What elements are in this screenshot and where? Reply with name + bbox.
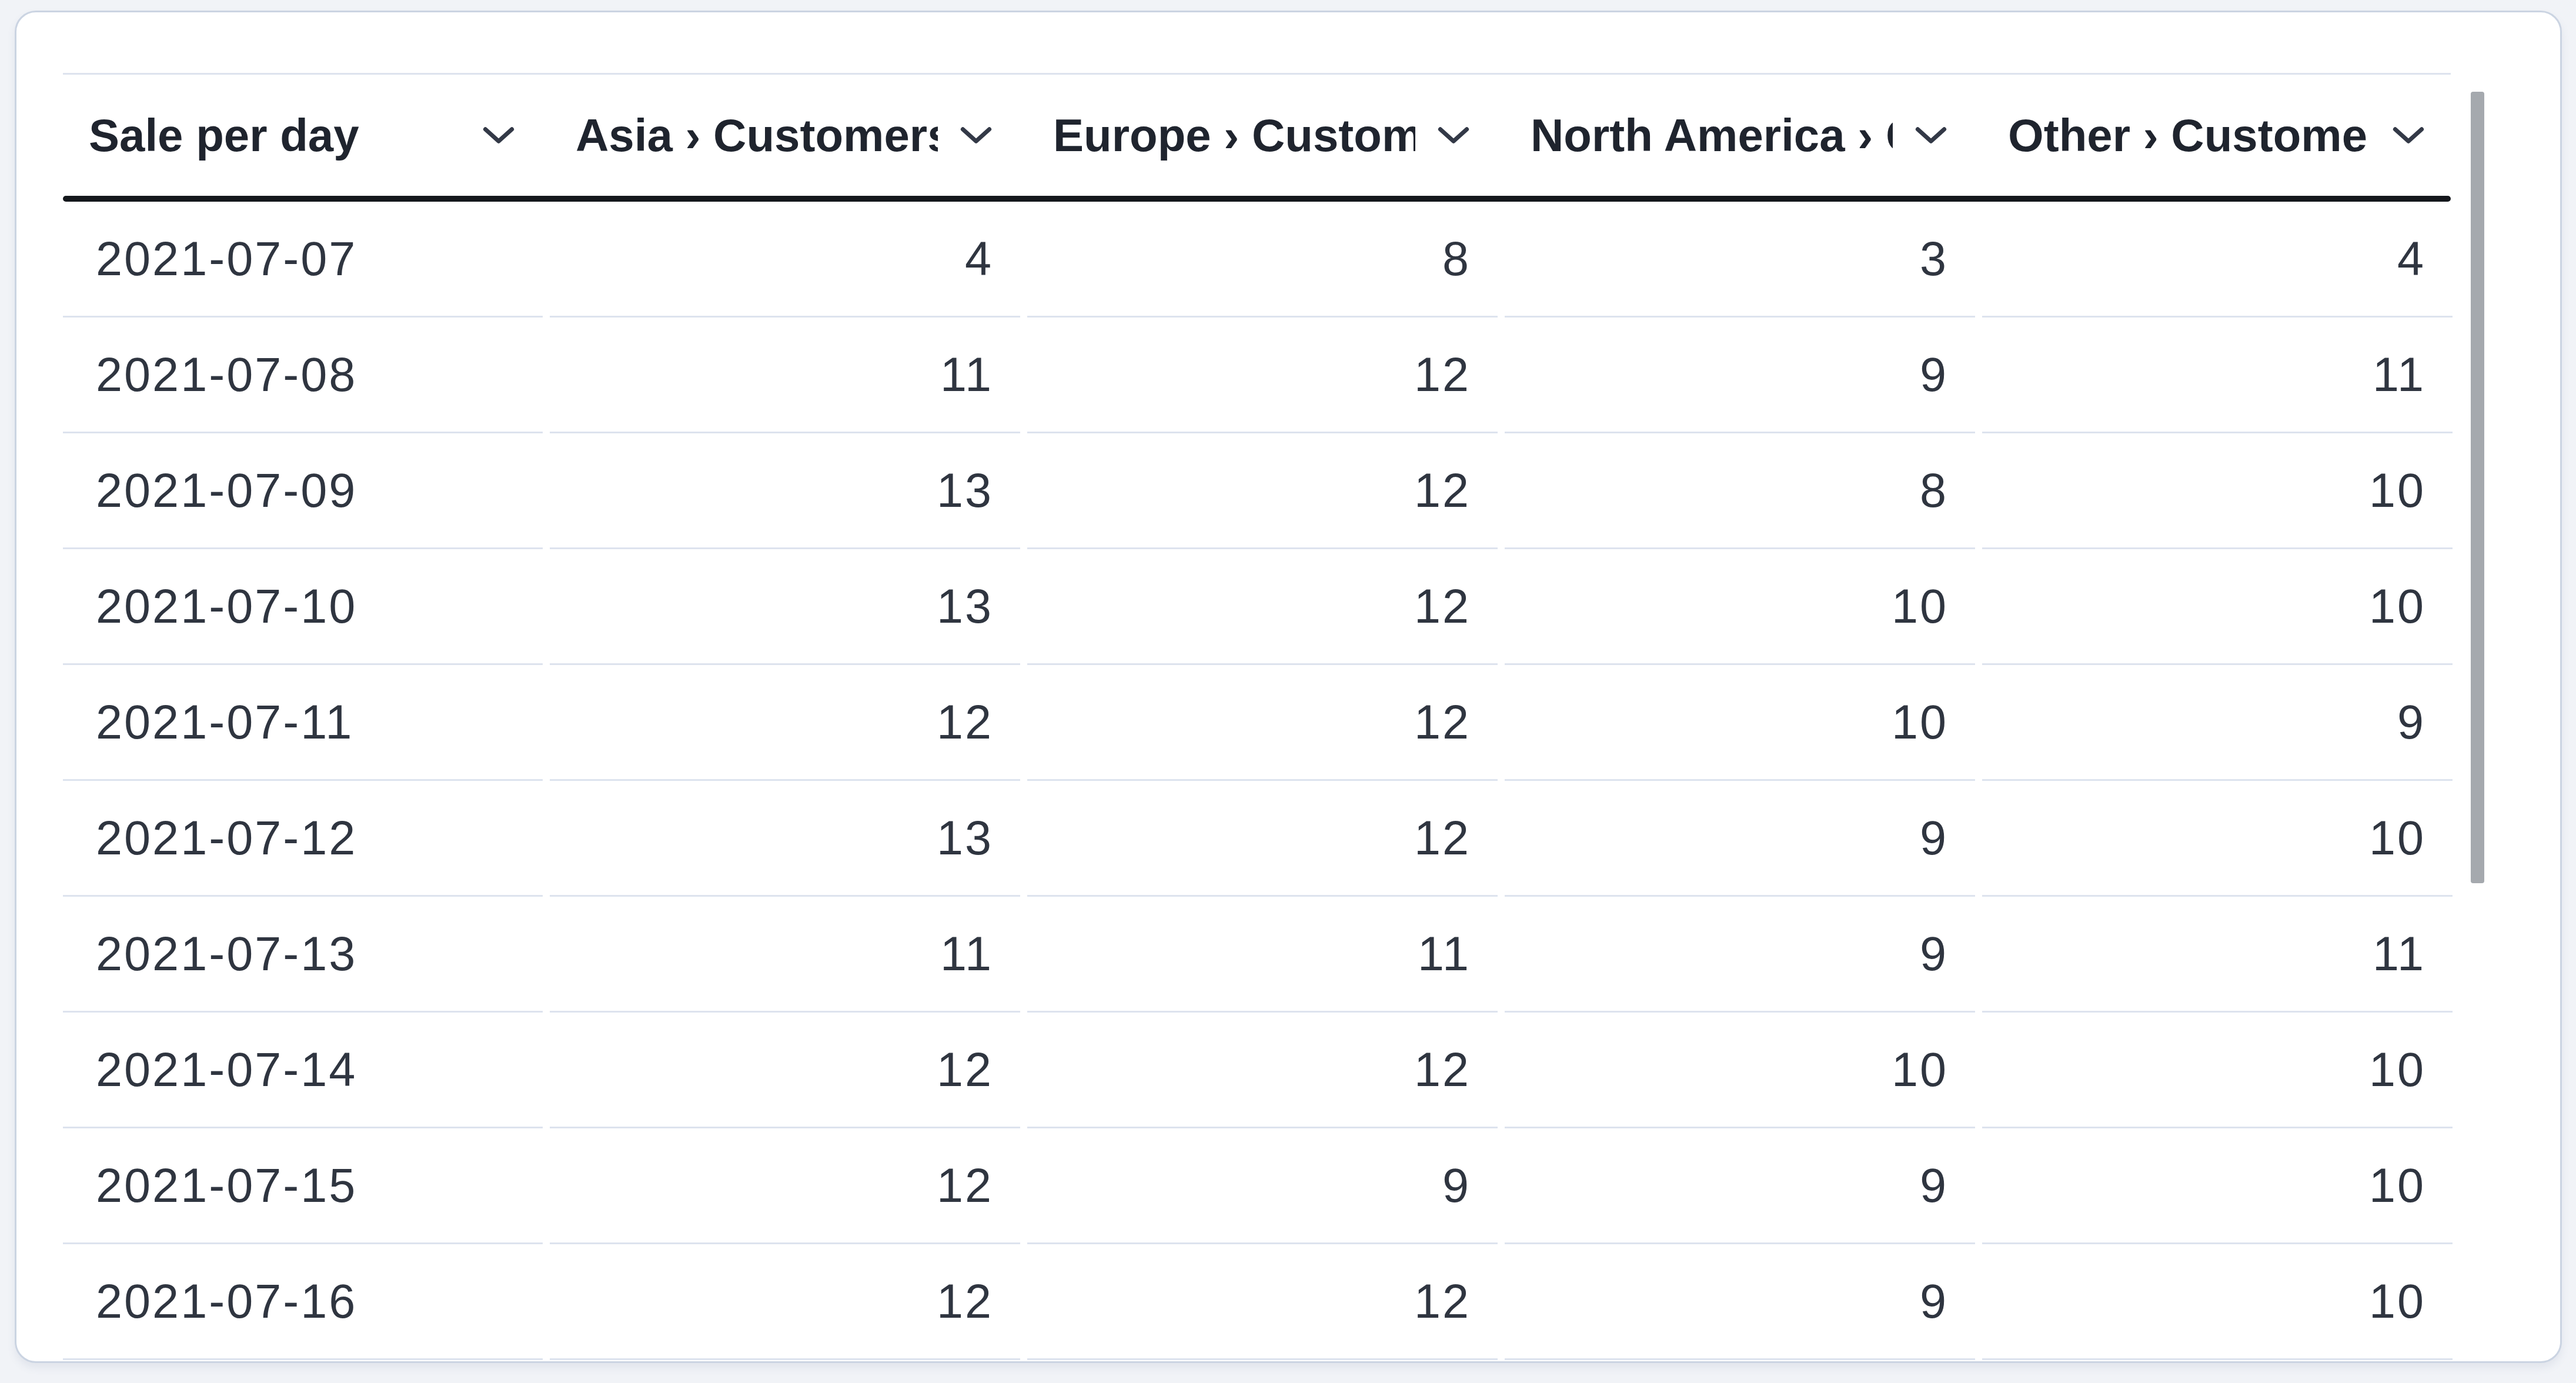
date-cell[interactable]: 2021-07-09 bbox=[63, 433, 543, 549]
value-cell[interactable]: 12 bbox=[1027, 781, 1498, 897]
value-cell[interactable]: 12 bbox=[1027, 433, 1498, 549]
chevron-down-icon[interactable] bbox=[1438, 126, 1469, 145]
column-header-label: Europe › Customers bbox=[1053, 109, 1415, 162]
table-row: 2021-07-131111911 bbox=[63, 897, 2451, 1013]
value-cell[interactable]: 10 bbox=[1982, 549, 2453, 665]
table-row: 2021-07-091312810 bbox=[63, 433, 2451, 549]
table-row: 2021-07-074834 bbox=[63, 202, 2451, 318]
table-row: 2021-07-1412121010 bbox=[63, 1013, 2451, 1128]
value-cell[interactable]: 13 bbox=[550, 781, 1020, 897]
value-cell[interactable]: 12 bbox=[550, 1244, 1020, 1360]
value-cell[interactable]: 9 bbox=[1027, 1128, 1498, 1244]
table-row: 2021-07-1013121010 bbox=[63, 549, 2451, 665]
value-cell[interactable]: 11 bbox=[1982, 318, 2453, 433]
value-cell[interactable]: 12 bbox=[1027, 665, 1498, 781]
value-cell[interactable]: 11 bbox=[550, 897, 1020, 1013]
column-header-label: Other › Customers bbox=[2008, 109, 2370, 162]
date-cell[interactable]: 2021-07-10 bbox=[63, 549, 543, 665]
chevron-down-icon[interactable] bbox=[960, 126, 992, 145]
table-row: 2021-07-111212109 bbox=[63, 665, 2451, 781]
column-header-other-customers[interactable]: Other › Customers bbox=[1982, 75, 2453, 196]
table-row: 2021-07-081112911 bbox=[63, 318, 2451, 433]
column-header-label: Sale per day bbox=[89, 109, 359, 162]
value-cell[interactable]: 10 bbox=[1982, 1244, 2453, 1360]
date-cell[interactable]: 2021-07-14 bbox=[63, 1013, 543, 1128]
table-body: 2021-07-0748342021-07-0811129112021-07-0… bbox=[63, 202, 2451, 1360]
value-cell[interactable]: 9 bbox=[1505, 897, 1975, 1013]
date-cell[interactable]: 2021-07-08 bbox=[63, 318, 543, 433]
date-cell[interactable]: 2021-07-07 bbox=[63, 202, 543, 318]
table-row: 2021-07-121312910 bbox=[63, 781, 2451, 897]
date-cell[interactable]: 2021-07-15 bbox=[63, 1128, 543, 1244]
date-cell[interactable]: 2021-07-12 bbox=[63, 781, 543, 897]
value-cell[interactable]: 10 bbox=[1982, 781, 2453, 897]
column-header-label: Asia › Customers bbox=[576, 109, 938, 162]
value-cell[interactable]: 4 bbox=[550, 202, 1020, 318]
column-header-europe-customers[interactable]: Europe › Customers bbox=[1027, 75, 1498, 196]
column-header-asia-customers[interactable]: Asia › Customers bbox=[550, 75, 1020, 196]
table-card: Sale per day Asia › Customers Europe › C… bbox=[15, 11, 2562, 1363]
value-cell[interactable]: 10 bbox=[1982, 1013, 2453, 1128]
value-cell[interactable]: 12 bbox=[550, 1013, 1020, 1128]
table-row: 2021-07-15129910 bbox=[63, 1128, 2451, 1244]
table-row: 2021-07-161212910 bbox=[63, 1244, 2451, 1360]
header-underline bbox=[63, 196, 2451, 202]
value-cell[interactable]: 12 bbox=[1027, 318, 1498, 433]
column-header-label: North America › Customers bbox=[1531, 109, 1893, 162]
value-cell[interactable]: 12 bbox=[1027, 1013, 1498, 1128]
value-cell[interactable]: 8 bbox=[1027, 202, 1498, 318]
value-cell[interactable]: 11 bbox=[1982, 897, 2453, 1013]
value-cell[interactable]: 10 bbox=[1982, 1128, 2453, 1244]
vertical-scrollbar-thumb[interactable] bbox=[2471, 92, 2484, 883]
chevron-down-icon[interactable] bbox=[483, 126, 514, 145]
chevron-down-icon[interactable] bbox=[2393, 126, 2424, 145]
value-cell[interactable]: 11 bbox=[1027, 897, 1498, 1013]
value-cell[interactable]: 12 bbox=[1027, 1244, 1498, 1360]
date-cell[interactable]: 2021-07-13 bbox=[63, 897, 543, 1013]
value-cell[interactable]: 12 bbox=[550, 1128, 1020, 1244]
column-header-north-america-customers[interactable]: North America › Customers bbox=[1505, 75, 1975, 196]
value-cell[interactable]: 10 bbox=[1505, 1013, 1975, 1128]
date-cell[interactable]: 2021-07-11 bbox=[63, 665, 543, 781]
chevron-down-icon[interactable] bbox=[1915, 126, 1947, 145]
value-cell[interactable]: 10 bbox=[1505, 665, 1975, 781]
value-cell[interactable]: 13 bbox=[550, 549, 1020, 665]
value-cell[interactable]: 8 bbox=[1505, 433, 1975, 549]
value-cell[interactable]: 9 bbox=[1505, 1244, 1975, 1360]
table-header-row: Sale per day Asia › Customers Europe › C… bbox=[63, 75, 2451, 196]
sales-table: Sale per day Asia › Customers Europe › C… bbox=[63, 73, 2451, 1360]
value-cell[interactable]: 10 bbox=[1505, 549, 1975, 665]
column-header-sale-per-day[interactable]: Sale per day bbox=[63, 75, 543, 196]
value-cell[interactable]: 12 bbox=[550, 665, 1020, 781]
value-cell[interactable]: 12 bbox=[1027, 549, 1498, 665]
date-cell[interactable]: 2021-07-16 bbox=[63, 1244, 543, 1360]
value-cell[interactable]: 13 bbox=[550, 433, 1020, 549]
value-cell[interactable]: 9 bbox=[1505, 781, 1975, 897]
value-cell[interactable]: 10 bbox=[1982, 433, 2453, 549]
value-cell[interactable]: 3 bbox=[1505, 202, 1975, 318]
value-cell[interactable]: 4 bbox=[1982, 202, 2453, 318]
value-cell[interactable]: 9 bbox=[1505, 318, 1975, 433]
value-cell[interactable]: 9 bbox=[1505, 1128, 1975, 1244]
value-cell[interactable]: 9 bbox=[1982, 665, 2453, 781]
value-cell[interactable]: 11 bbox=[550, 318, 1020, 433]
